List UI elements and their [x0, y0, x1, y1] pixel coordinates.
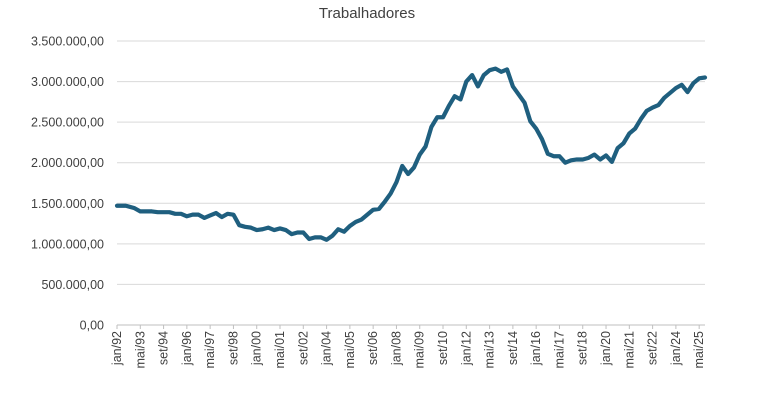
x-tick-label: mai/13 [483, 331, 497, 369]
x-tick-label: mai/93 [133, 331, 147, 369]
y-tick-label: 1.500.000,00 [31, 197, 104, 211]
x-tick-label: set/06 [366, 331, 380, 365]
x-tick-label: jan/20 [599, 331, 613, 366]
x-tick-label: mai/09 [413, 331, 427, 369]
y-tick-label: 3.500.000,00 [31, 35, 104, 49]
x-tick-label: jan/96 [180, 331, 194, 366]
y-tick-label: 500.000,00 [41, 278, 104, 292]
chart-title: Trabalhadores [319, 5, 415, 22]
y-tick-label: 2.500.000,00 [31, 116, 104, 130]
x-tick-label: jan/04 [320, 331, 334, 366]
y-axis-tick-labels: 0,00 500.000,00 1.000.000,00 1.500.000,00 2.… [31, 35, 104, 333]
x-tick-label: mai/97 [203, 331, 217, 369]
x-tick-label: mai/17 [552, 331, 566, 369]
gridlines [117, 40, 705, 285]
x-tick-label: set/98 [226, 331, 240, 365]
x-tick-label: mai/25 [692, 331, 706, 369]
x-tick-label: set/10 [436, 331, 450, 365]
series-layer [114, 66, 708, 242]
x-tick-label: jan/08 [389, 331, 403, 366]
x-tick-label: set/02 [296, 331, 310, 365]
x-tick-label: jan/24 [669, 331, 683, 366]
y-tick-label: 3.000.000,00 [31, 75, 104, 89]
y-tick-label: 1.000.000,00 [31, 237, 104, 251]
x-tick-label: mai/01 [273, 331, 287, 369]
x-tick-label: set/94 [157, 331, 171, 365]
x-tick-label: set/22 [646, 331, 660, 365]
x-tick-label: jan/92 [110, 331, 124, 366]
y-tick-label: 0,00 [80, 319, 104, 333]
x-tick-label: set/18 [576, 331, 590, 365]
x-tick-label: mai/05 [343, 331, 357, 369]
x-tick-label: jan/16 [529, 331, 543, 366]
series-line [114, 66, 708, 242]
x-tick-label: mai/21 [622, 331, 636, 369]
x-tick-label: jan/00 [250, 331, 264, 366]
x-tick-label: set/14 [506, 331, 520, 365]
x-axis-tick-labels: jan/92 mai/93 set/94 jan/96 mai/97 set/98 jan/… [110, 325, 706, 369]
y-tick-label: 2.000.000,00 [31, 156, 104, 170]
x-tick-label: jan/12 [459, 331, 473, 366]
